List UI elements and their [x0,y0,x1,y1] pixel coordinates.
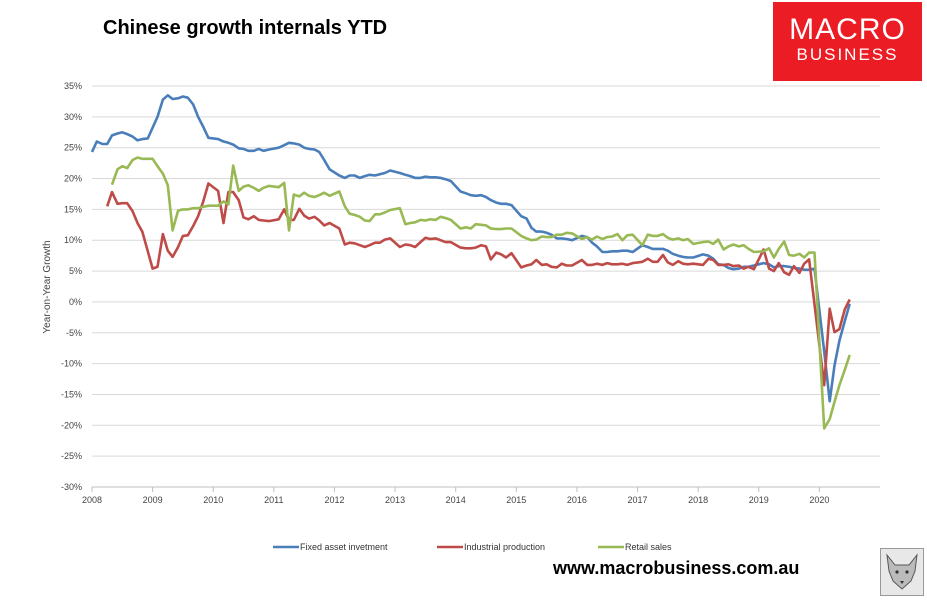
y-tick-label: 5% [69,266,82,276]
x-tick-label: 2014 [446,495,466,505]
logo-line-2: BUSINESS [796,45,899,64]
y-tick-label: 35% [64,81,82,91]
x-tick-labels: 2008 2009 2010 2011 2012 2013 2014 2015 2016 2017… [82,495,829,505]
legend-label: Retail sales [625,542,672,552]
series-lines [90,94,851,430]
x-tick-label: 2009 [143,495,163,505]
y-tick-label: 15% [64,204,82,214]
x-tick-label: 2012 [324,495,344,505]
logo-line-1: MACRO [789,13,906,46]
grid-lines [92,85,880,488]
chart-title: Chinese growth internals YTD [103,17,388,39]
series-line-1 [105,182,851,387]
legend-label: Industrial production [464,542,545,552]
x-tick-label: 2018 [688,495,708,505]
x-tick-label: 2015 [506,495,526,505]
y-tick-label: -20% [61,420,82,430]
y-tick-label: -30% [61,482,82,492]
legend: Fixed asset invetment Industrial producti… [273,542,672,552]
y-tick-label: 20% [64,174,82,184]
footer-url: www.macrobusiness.com.au [553,558,800,578]
x-tick-label: 2017 [628,495,648,505]
x-tick-label: 2010 [203,495,223,505]
series-line-2 [110,156,851,430]
y-tick-label: 30% [64,112,82,122]
legend-label: Fixed asset invetment [300,542,388,552]
x-tick-label: 2013 [385,495,405,505]
y-tick-label: -10% [61,359,82,369]
x-tick-label: 2011 [264,495,283,505]
y-tick-label: 25% [64,143,82,153]
x-tick-label: 2020 [809,495,829,505]
y-tick-label: 0% [69,297,82,307]
x-tick-label: 2019 [749,495,769,505]
y-tick-label: -25% [61,451,82,461]
y-tick-label: -5% [66,328,82,338]
y-tick-label: 10% [64,235,82,245]
y-tick-label: -15% [61,389,82,399]
x-tick-label: 2016 [567,495,587,505]
x-axis [91,486,880,492]
y-axis-label: Year-on-Year Growth [42,240,53,333]
fox-logo-icon [880,548,924,596]
macrobusiness-logo: MACRO BUSINESS [773,2,922,81]
x-tick-label: 2008 [82,495,102,505]
y-tick-labels: 35% 30% 25% 20% 15% 10% 5% 0% -5% -10% -15% -20% -25… [61,81,82,492]
